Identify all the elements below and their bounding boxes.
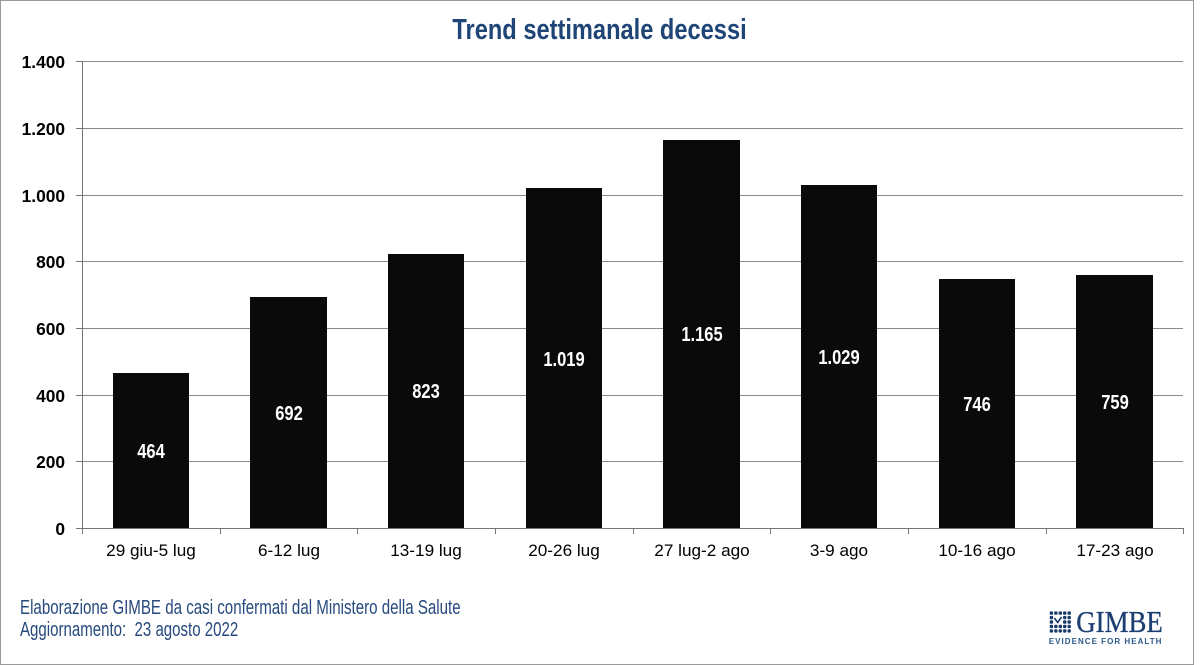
svg-text:EVIDENCE FOR HEALTH: EVIDENCE FOR HEALTH <box>1049 637 1162 646</box>
svg-text:GIMBE: GIMBE <box>1076 605 1163 639</box>
